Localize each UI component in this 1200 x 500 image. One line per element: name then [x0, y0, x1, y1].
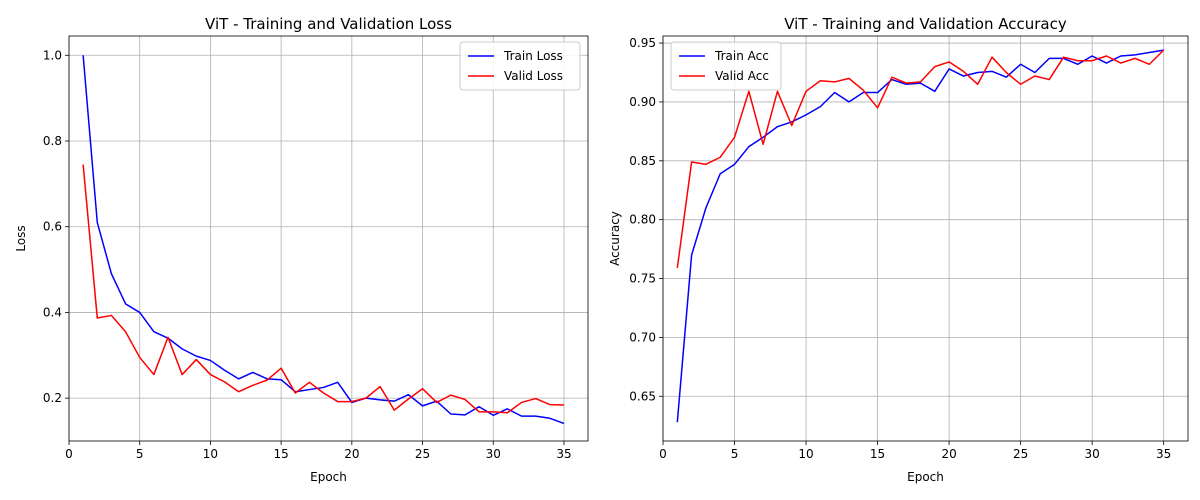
x-tick-label: 20: [941, 447, 956, 461]
plot-frame: [662, 35, 1189, 442]
chart-title: ViT - Training and Validation Loss: [205, 15, 452, 33]
loss-chart: 0 5 10 15 20 25 30 35 0.2 0.4 0.6 0.8 1.0 ViT - Train…: [14, 15, 589, 484]
y-tick-label: 0.70: [629, 330, 656, 344]
x-tick-label: 10: [798, 447, 813, 461]
y-axis-label: Loss: [14, 225, 28, 251]
y-tick-label: 0.6: [43, 220, 62, 234]
x-tick-label: 5: [136, 447, 144, 461]
series-line-train-loss: [82, 55, 565, 425]
x-tick-label: 5: [731, 447, 739, 461]
legend-label: Train Acc: [714, 49, 769, 63]
plot-frame: [68, 35, 589, 442]
legend-box: [459, 41, 581, 91]
y-tick-label: 0.4: [43, 305, 62, 319]
x-tick-label: 20: [344, 447, 359, 461]
x-tick-label: 35: [556, 447, 571, 461]
x-axis-label: Epoch: [907, 470, 944, 484]
x-tick-label: 30: [1085, 447, 1100, 461]
x-tick-label: 25: [415, 447, 430, 461]
x-tick-label: 0: [65, 447, 73, 461]
x-tick-label: 15: [870, 447, 885, 461]
y-tick-label: 0.75: [629, 272, 656, 286]
series-line-train-acc: [676, 49, 1164, 423]
x-axis-label: Epoch: [310, 470, 347, 484]
y-tick-label: 0.2: [43, 391, 62, 405]
legend-label: Valid Acc: [715, 69, 769, 83]
chart-title: ViT - Training and Validation Accuracy: [784, 15, 1067, 33]
y-tick-label: 0.65: [629, 389, 656, 403]
y-tick-label: 0.8: [43, 134, 62, 148]
legend-box: [670, 41, 782, 91]
y-axis-label: Accuracy: [608, 211, 622, 266]
x-tick-label: 0: [659, 447, 667, 461]
legend-label: Train Loss: [503, 49, 563, 63]
x-tick-label: 30: [486, 447, 501, 461]
y-tick-label: 0.85: [629, 154, 656, 168]
y-tick-label: 0.90: [629, 95, 656, 109]
legend: Train Loss Valid Loss: [459, 41, 581, 91]
accuracy-chart: 0 5 10 15 20 25 30 35 0.65 0.70 0.75 0.80 0.85 0.90 0.…: [608, 15, 1189, 484]
x-tick-label: 10: [203, 447, 218, 461]
legend: Train Acc Valid Acc: [670, 41, 782, 91]
series-line-valid-acc: [676, 49, 1165, 269]
y-tick-label: 0.80: [629, 213, 656, 227]
series-line-valid-loss: [82, 164, 564, 414]
x-tick-label: 15: [273, 447, 288, 461]
x-tick-label: 35: [1156, 447, 1171, 461]
x-tick-label: 25: [1013, 447, 1028, 461]
y-tick-label: 1.0: [43, 48, 62, 62]
legend-label: Valid Loss: [504, 69, 563, 83]
y-tick-label: 0.95: [629, 36, 656, 50]
